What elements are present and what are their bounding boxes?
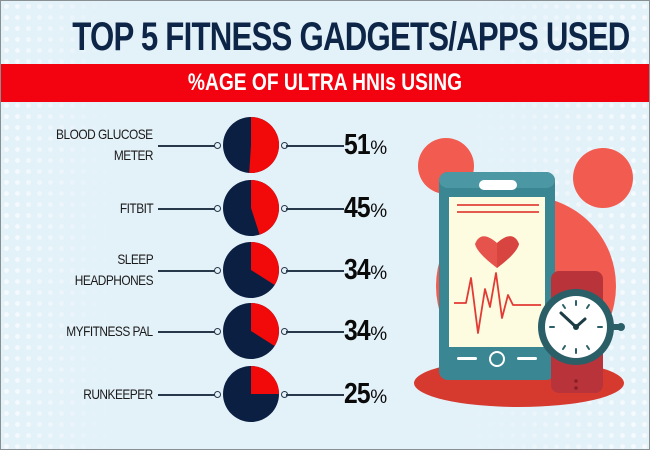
pie-slice-value: [251, 303, 279, 347]
percentage-number: 25: [344, 378, 371, 410]
connector-line-left: [158, 145, 216, 147]
percent-sign: %: [370, 387, 388, 408]
connector-node-left: [214, 391, 221, 398]
percentage-value: 25%: [344, 378, 387, 411]
pie-slice-value: [249, 117, 279, 173]
pie-chart-icon: [223, 117, 279, 173]
item-label: RUNKEEPER: [71, 364, 154, 424]
percentage-number: 34: [344, 254, 371, 286]
subtitle-text: %AGE OF ULTRA HNIs USING: [187, 69, 463, 96]
chart-row: FITBIT 45%: [1, 178, 421, 238]
connector-line-right: [286, 270, 344, 272]
percentage-number: 51: [344, 129, 371, 161]
percentage-value: 51%: [344, 129, 387, 162]
connector-line-right: [286, 208, 344, 210]
connector-line-right: [286, 331, 344, 333]
percentage-number: 45: [344, 192, 371, 224]
connector-line-left: [158, 270, 216, 272]
percentage-value: 45%: [344, 192, 387, 225]
connector-node-left: [214, 142, 221, 149]
connector-line-left: [158, 331, 216, 333]
pie-chart-icon: [223, 303, 279, 359]
pie-slice-value: [251, 366, 279, 394]
decor-circle-right: [573, 148, 633, 208]
percent-sign: %: [370, 263, 388, 284]
chart-row: RUNKEEPER 25%: [1, 364, 421, 424]
connector-node-left: [214, 328, 221, 335]
fitness-illustration: [414, 138, 633, 407]
percent-sign: %: [370, 201, 388, 222]
item-label-line: MYFITNESS PAL: [66, 322, 154, 339]
percentage-value: 34%: [344, 315, 387, 348]
percentage-number: 34: [344, 315, 371, 347]
item-label-line: SLEEP: [117, 251, 153, 267]
connector-node-left: [214, 205, 221, 212]
heartbeat-line-icon: [454, 272, 541, 334]
pie-chart-icon: [223, 366, 279, 422]
item-label-line: FITBIT: [119, 199, 154, 216]
item-label: BLOOD GLUCOSE METER: [39, 115, 153, 175]
chart-row: MYFITNESS PAL 34%: [1, 301, 421, 361]
item-label: MYFITNESS PAL: [51, 301, 154, 361]
pie-slice-value: [251, 180, 279, 235]
item-label-line: HEADPHONES: [74, 272, 154, 288]
connector-line-left: [158, 394, 216, 396]
item-label-line: RUNKEEPER: [83, 385, 154, 402]
percentage-value: 34%: [344, 254, 387, 287]
item-label: FITBIT: [114, 178, 154, 238]
pie-slice-value: [251, 242, 279, 286]
chart-row: BLOOD GLUCOSE METER 51%: [1, 115, 421, 175]
connector-node-left: [214, 267, 221, 274]
percent-sign: %: [370, 324, 388, 345]
pie-chart-icon: [223, 242, 279, 298]
connector-line-left: [158, 208, 216, 210]
wristwatch-icon: [538, 271, 625, 393]
item-label-line: METER: [113, 147, 154, 163]
heart-icon: [475, 236, 519, 268]
pie-chart-icon: [223, 180, 279, 236]
percent-sign: %: [370, 138, 388, 159]
subtitle-banner: %AGE OF ULTRA HNIs USING: [1, 64, 649, 102]
page-title: TOP 5 FITNESS GADGETS/APPS USED: [72, 15, 630, 59]
connector-line-right: [286, 394, 344, 396]
item-label-line: BLOOD GLUCOSE: [56, 126, 153, 142]
item-label: SLEEP HEADPHONES: [61, 240, 154, 300]
chart-row: SLEEP HEADPHONES 34%: [1, 240, 421, 300]
connector-line-right: [286, 145, 344, 147]
